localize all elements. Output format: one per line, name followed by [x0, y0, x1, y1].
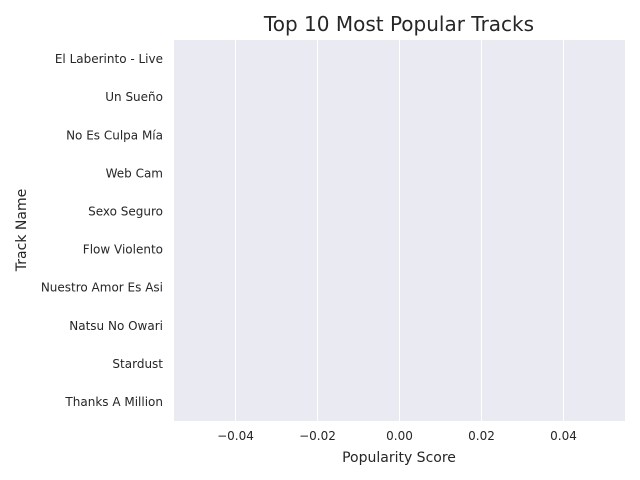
y-tick-label: Natsu No Owari	[69, 319, 163, 333]
y-tick-label: Nuestro Amor Es Asi	[41, 281, 163, 295]
x-tick-labels: −0.04 −0.02 0.00 0.02 0.04	[217, 429, 577, 443]
chart-title: Top 10 Most Popular Tracks	[263, 12, 534, 36]
y-tick-label: Un Sueño	[105, 90, 163, 104]
y-tick-label: Sexo Seguro	[88, 204, 163, 218]
y-tick-label: El Laberinto - Live	[55, 52, 163, 66]
y-axis-label: Track Name	[14, 189, 30, 272]
y-tick-label: No Es Culpa Mía	[66, 128, 163, 142]
grid-lines	[235, 40, 564, 421]
y-tick-label: Flow Violento	[83, 243, 163, 257]
x-axis-label: Popularity Score	[342, 450, 456, 466]
y-tick-labels: El Laberinto - Live Un Sueño No Es Culpa M…	[41, 52, 163, 409]
y-tick-label: Stardust	[112, 357, 163, 371]
x-tick-label: −0.04	[217, 429, 254, 443]
x-tick-label: −0.02	[299, 429, 336, 443]
y-tick-label: Web Cam	[106, 166, 163, 180]
x-tick-label: 0.02	[468, 429, 495, 443]
y-tick-label: Thanks A Million	[64, 395, 163, 409]
x-tick-label: 0.04	[550, 429, 577, 443]
x-tick-label: 0.00	[386, 429, 413, 443]
